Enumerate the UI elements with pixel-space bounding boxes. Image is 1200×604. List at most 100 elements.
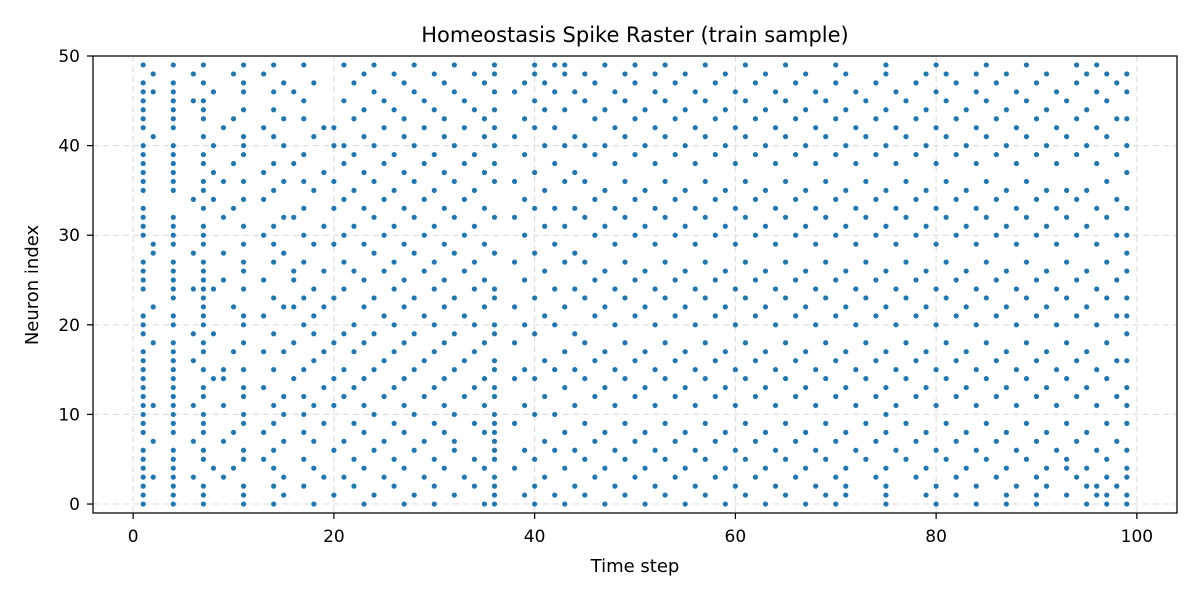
- spike-point: [321, 304, 327, 310]
- spike-point: [552, 160, 558, 167]
- spike-point: [792, 313, 799, 319]
- spike-point: [983, 178, 989, 185]
- spike-point: [1104, 98, 1110, 104]
- spike-point: [230, 349, 237, 355]
- spike-point: [240, 384, 247, 391]
- spike-point: [521, 277, 528, 283]
- spike-point: [983, 295, 989, 301]
- spike-point: [632, 474, 638, 480]
- spike-point: [170, 223, 176, 229]
- spike-point: [140, 313, 146, 319]
- spike-point: [170, 143, 176, 149]
- spike-point: [752, 80, 759, 86]
- spike-point: [843, 268, 849, 274]
- spike-point: [953, 232, 959, 238]
- spike-point: [481, 340, 488, 346]
- spike-point: [140, 465, 146, 471]
- spike-point: [953, 196, 959, 202]
- spike-point: [873, 80, 879, 86]
- spike-point: [702, 420, 708, 426]
- spike-point: [271, 241, 277, 247]
- spike-point: [582, 420, 588, 426]
- spike-point: [401, 241, 407, 247]
- spike-point: [943, 456, 949, 462]
- spike-point: [491, 178, 498, 185]
- spike-point: [170, 501, 176, 507]
- spike-point: [662, 62, 668, 68]
- spike-point: [210, 169, 217, 176]
- spike-point: [742, 340, 749, 346]
- spike-point: [602, 107, 608, 113]
- spike-point: [391, 107, 397, 113]
- spike-point: [752, 196, 759, 202]
- spike-point: [521, 151, 528, 158]
- spike-point: [1013, 160, 1020, 167]
- spike-point: [411, 331, 417, 337]
- spike-point: [602, 268, 608, 274]
- spike-point: [592, 151, 598, 158]
- spike-point: [732, 89, 738, 95]
- spike-point: [772, 322, 779, 328]
- spike-point: [471, 259, 478, 265]
- spike-point: [572, 447, 578, 453]
- spike-point: [461, 313, 467, 319]
- spike-point: [762, 349, 769, 355]
- spike-point: [451, 89, 457, 95]
- spike-point: [1084, 465, 1090, 471]
- spike-point: [1074, 151, 1080, 158]
- spike-point: [461, 358, 467, 364]
- spike-point: [491, 160, 498, 167]
- spike-point: [1124, 447, 1130, 453]
- spike-point: [150, 89, 156, 95]
- spike-point: [792, 151, 799, 158]
- spike-point: [331, 125, 337, 131]
- spike-point: [351, 116, 357, 122]
- spike-point: [170, 62, 176, 68]
- spike-point: [923, 349, 929, 355]
- spike-point: [913, 438, 919, 444]
- spike-point: [923, 223, 929, 229]
- spike-point: [1053, 322, 1060, 328]
- spike-point: [170, 89, 176, 95]
- spike-point: [722, 71, 728, 77]
- spike-point: [140, 98, 146, 104]
- spike-point: [210, 331, 217, 337]
- spike-point: [1084, 483, 1090, 489]
- spike-point: [823, 492, 829, 498]
- spike-point: [341, 160, 347, 167]
- spike-point: [170, 429, 176, 435]
- spike-point: [351, 349, 357, 355]
- spike-point: [612, 160, 618, 167]
- spike-point: [833, 80, 839, 86]
- spike-point: [983, 456, 989, 462]
- spike-point: [1063, 214, 1070, 220]
- spike-point: [642, 223, 648, 229]
- spike-point: [1023, 178, 1030, 185]
- spike-point: [1094, 286, 1100, 292]
- spike-point: [190, 358, 196, 364]
- spike-point: [240, 268, 247, 274]
- spike-point: [772, 160, 779, 167]
- spike-point: [532, 331, 538, 337]
- spike-point: [240, 483, 247, 489]
- spike-point: [702, 214, 708, 220]
- spike-point: [652, 160, 658, 167]
- spike-point: [441, 80, 447, 86]
- spike-point: [331, 143, 337, 149]
- spike-point: [170, 358, 176, 364]
- spike-point: [481, 429, 488, 435]
- spike-point: [170, 483, 176, 489]
- spike-point: [491, 447, 498, 453]
- spike-point: [813, 160, 819, 167]
- spike-point: [1084, 429, 1090, 435]
- spike-point: [1074, 232, 1080, 238]
- spike-point: [230, 205, 237, 211]
- spike-point: [511, 304, 518, 310]
- spike-point: [642, 187, 648, 194]
- spike-point: [261, 456, 267, 462]
- spike-point: [943, 134, 949, 140]
- spike-point: [271, 62, 277, 68]
- spike-point: [1043, 143, 1050, 149]
- spike-point: [441, 241, 447, 247]
